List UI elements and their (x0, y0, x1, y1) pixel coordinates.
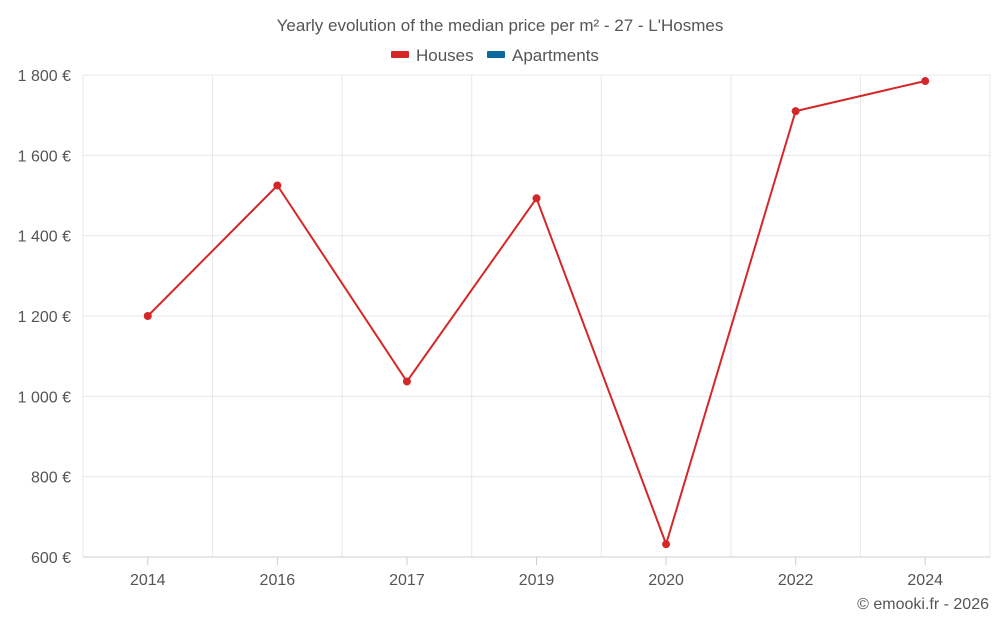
data-point-houses-2017[interactable] (402, 377, 411, 386)
x-tick-label: 2020 (648, 572, 684, 589)
y-tick-label: 600 € (31, 550, 71, 567)
y-tick-label: 1 200 € (18, 309, 71, 326)
y-tick-label: 1 000 € (18, 389, 71, 406)
data-point-houses-2019[interactable] (532, 194, 541, 203)
x-tick-label: 2017 (389, 572, 425, 589)
x-tick-label: 2022 (778, 572, 814, 589)
y-tick-label: 1 400 € (18, 229, 71, 246)
series-line-houses (147, 80, 926, 546)
y-tick-label: 800 € (31, 470, 71, 487)
copyright-text: © emooki.fr - 2026 (857, 596, 989, 613)
legend-label-houses[interactable]: Houses (416, 46, 474, 65)
data-point-houses-2014[interactable] (143, 312, 152, 320)
data-point-houses-2016[interactable] (273, 181, 282, 190)
x-tick-label: 2024 (907, 572, 943, 589)
x-tick-label: 2016 (260, 572, 296, 589)
legend-swatch-houses (391, 51, 409, 58)
y-axis: 600 € 800 € 1 000 € 1 200 € 1 400 € 1 600 € 1 … (18, 68, 71, 567)
series-layer (143, 77, 930, 549)
grid (82, 74, 991, 557)
y-tick-label: 1 800 € (18, 68, 71, 85)
x-axis: 2014 2016 2017 2019 2020 2022 2024 (83, 556, 990, 589)
data-point-houses-2024[interactable] (921, 77, 930, 86)
data-point-houses-2020[interactable] (662, 540, 671, 549)
chart-title: Yearly evolution of the median price per… (277, 16, 724, 35)
legend: Houses Apartments (391, 46, 599, 65)
legend-swatch-apartments (487, 51, 505, 58)
x-tick-label: 2019 (519, 572, 555, 589)
data-point-houses-2022[interactable] (791, 107, 800, 116)
y-tick-label: 1 600 € (18, 148, 71, 165)
x-tick-label: 2014 (130, 572, 166, 589)
legend-label-apartments[interactable]: Apartments (512, 46, 599, 65)
